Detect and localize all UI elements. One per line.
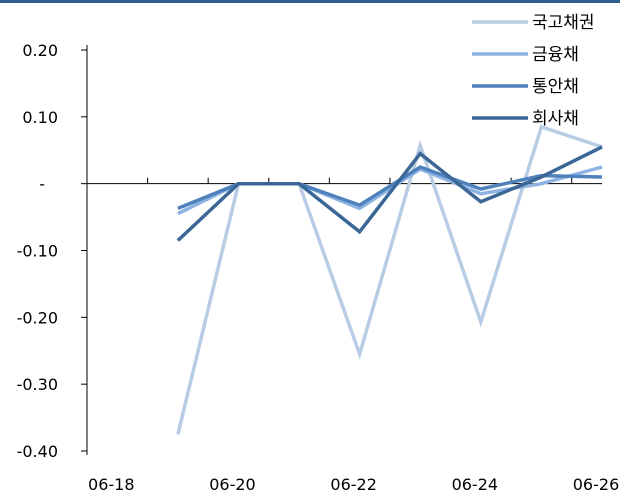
y-tick-label: -0.30 — [17, 375, 58, 394]
x-axis-ticks: 06-18 06-20 06-22 06-24 06-26 — [88, 177, 620, 494]
y-tick-label: 0.20 — [22, 41, 58, 60]
y-axis-ticks: 0.20 0.10 - -0.10 -0.20 -0.30 -0.40 — [17, 41, 87, 461]
legend-label: 금융채 — [532, 45, 579, 65]
x-tick-label: 06-20 — [209, 475, 256, 494]
y-tick-label: -0.10 — [17, 242, 58, 261]
x-tick-label: 06-26 — [573, 475, 620, 494]
y-tick-label: 0.10 — [22, 108, 58, 127]
y-tick-label: - — [39, 175, 45, 194]
x-tick-label: 06-22 — [330, 475, 377, 494]
y-tick-label: -0.20 — [17, 308, 58, 327]
series-line-4 — [176, 145, 603, 242]
y-tick-label: -0.40 — [17, 442, 58, 461]
top-accent-bar — [0, 0, 620, 3]
series-line-3 — [177, 165, 603, 211]
series-line-1 — [176, 124, 603, 435]
series-lines — [176, 124, 603, 435]
legend-label: 통안채 — [532, 77, 579, 97]
x-tick-label: 06-24 — [452, 475, 499, 494]
x-tick-label: 06-18 — [88, 475, 135, 494]
legend-label: 국고채권 — [532, 13, 595, 33]
legend-label: 회사채 — [532, 109, 579, 129]
